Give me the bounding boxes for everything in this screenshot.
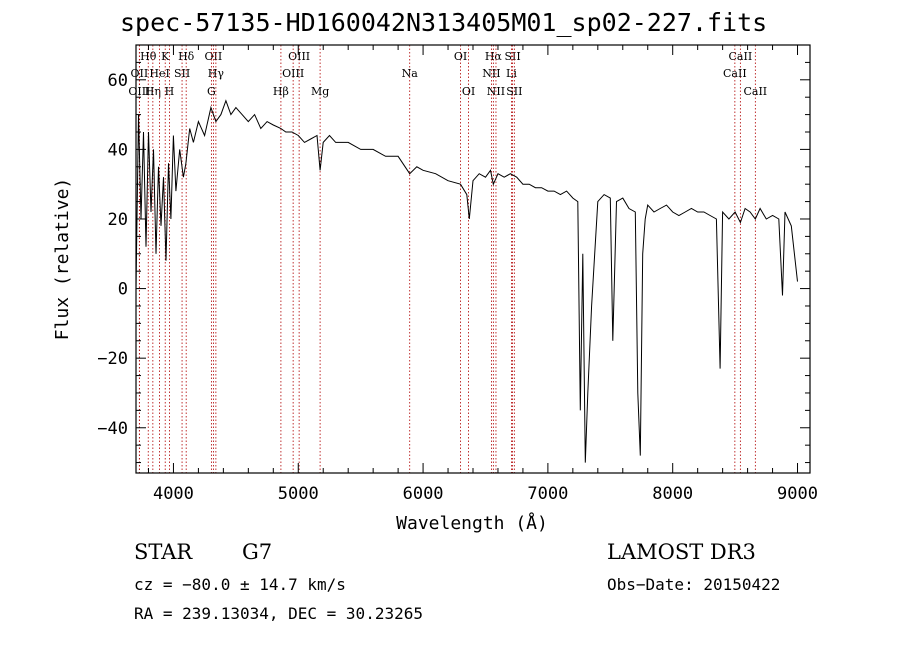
marker-label: Na <box>402 67 419 80</box>
object-type: STAR <box>134 540 193 564</box>
y-tick-label: 40 <box>108 140 128 160</box>
x-tick-label: 8000 <box>652 484 693 504</box>
survey-name: LAMOST DR3 <box>607 540 756 564</box>
marker-label: SII <box>506 85 522 98</box>
y-tick-label: −40 <box>97 419 128 439</box>
marker-label: HeI <box>149 67 169 80</box>
coordinates: RA = 239.13034, DEC = 30.23265 <box>134 604 423 623</box>
marker-label: Li <box>506 67 517 80</box>
y-tick-label: −20 <box>97 349 128 369</box>
marker-label: Hθ <box>140 50 157 63</box>
marker-label: NII <box>482 67 500 80</box>
y-axis-label: Flux (relative) <box>52 178 73 341</box>
spectrum-line <box>135 99 798 463</box>
marker-label: OI <box>454 50 467 63</box>
marker-label: Hδ <box>178 50 195 63</box>
y-tick-label: 60 <box>108 71 128 91</box>
marker-label: H <box>165 85 175 98</box>
marker-label: CaII <box>723 67 747 80</box>
marker-label: OIII <box>288 50 310 63</box>
marker-label: OI <box>462 85 475 98</box>
marker-label: Hη <box>145 85 161 98</box>
x-tick-label: 9000 <box>777 484 818 504</box>
y-tick-label: 20 <box>108 210 128 230</box>
marker-label: OII <box>205 50 223 63</box>
marker-label: Hβ <box>273 85 289 98</box>
chart-title: spec-57135-HD160042N313405M01_sp02-227.f… <box>120 8 768 37</box>
marker-label: OIII <box>128 85 150 98</box>
marker-label: NII <box>487 85 505 98</box>
marker-label: Hγ <box>208 67 225 80</box>
series-layer <box>135 99 798 463</box>
axis-ticks: 4000 5000 6000 7000 8000 9000 −40 −20 0 20 40 60 <box>97 44 818 504</box>
obs-date: Obs−Date: 20150422 <box>607 575 781 594</box>
marker-label: SII <box>174 67 190 80</box>
marker-label: CaII <box>729 50 753 63</box>
x-tick-label: 4000 <box>153 484 194 504</box>
subclass: G7 <box>242 540 273 564</box>
marker-label: K <box>161 50 170 63</box>
x-tick-label: 6000 <box>403 484 444 504</box>
x-tick-label: 5000 <box>278 484 319 504</box>
marker-label: SII <box>504 50 520 63</box>
x-tick-label: 7000 <box>527 484 568 504</box>
redshift-text: cz = −80.0 ± 14.7 km/s <box>134 575 346 594</box>
marker-label: Hα <box>485 50 503 63</box>
marker-label: CaII <box>743 85 767 98</box>
y-tick-label: 0 <box>118 280 128 300</box>
marker-label: Mg <box>311 85 329 98</box>
x-axis-label: Wavelength (Å) <box>396 512 548 534</box>
marker-label: G <box>207 85 216 98</box>
marker-label: OIII <box>282 67 304 80</box>
